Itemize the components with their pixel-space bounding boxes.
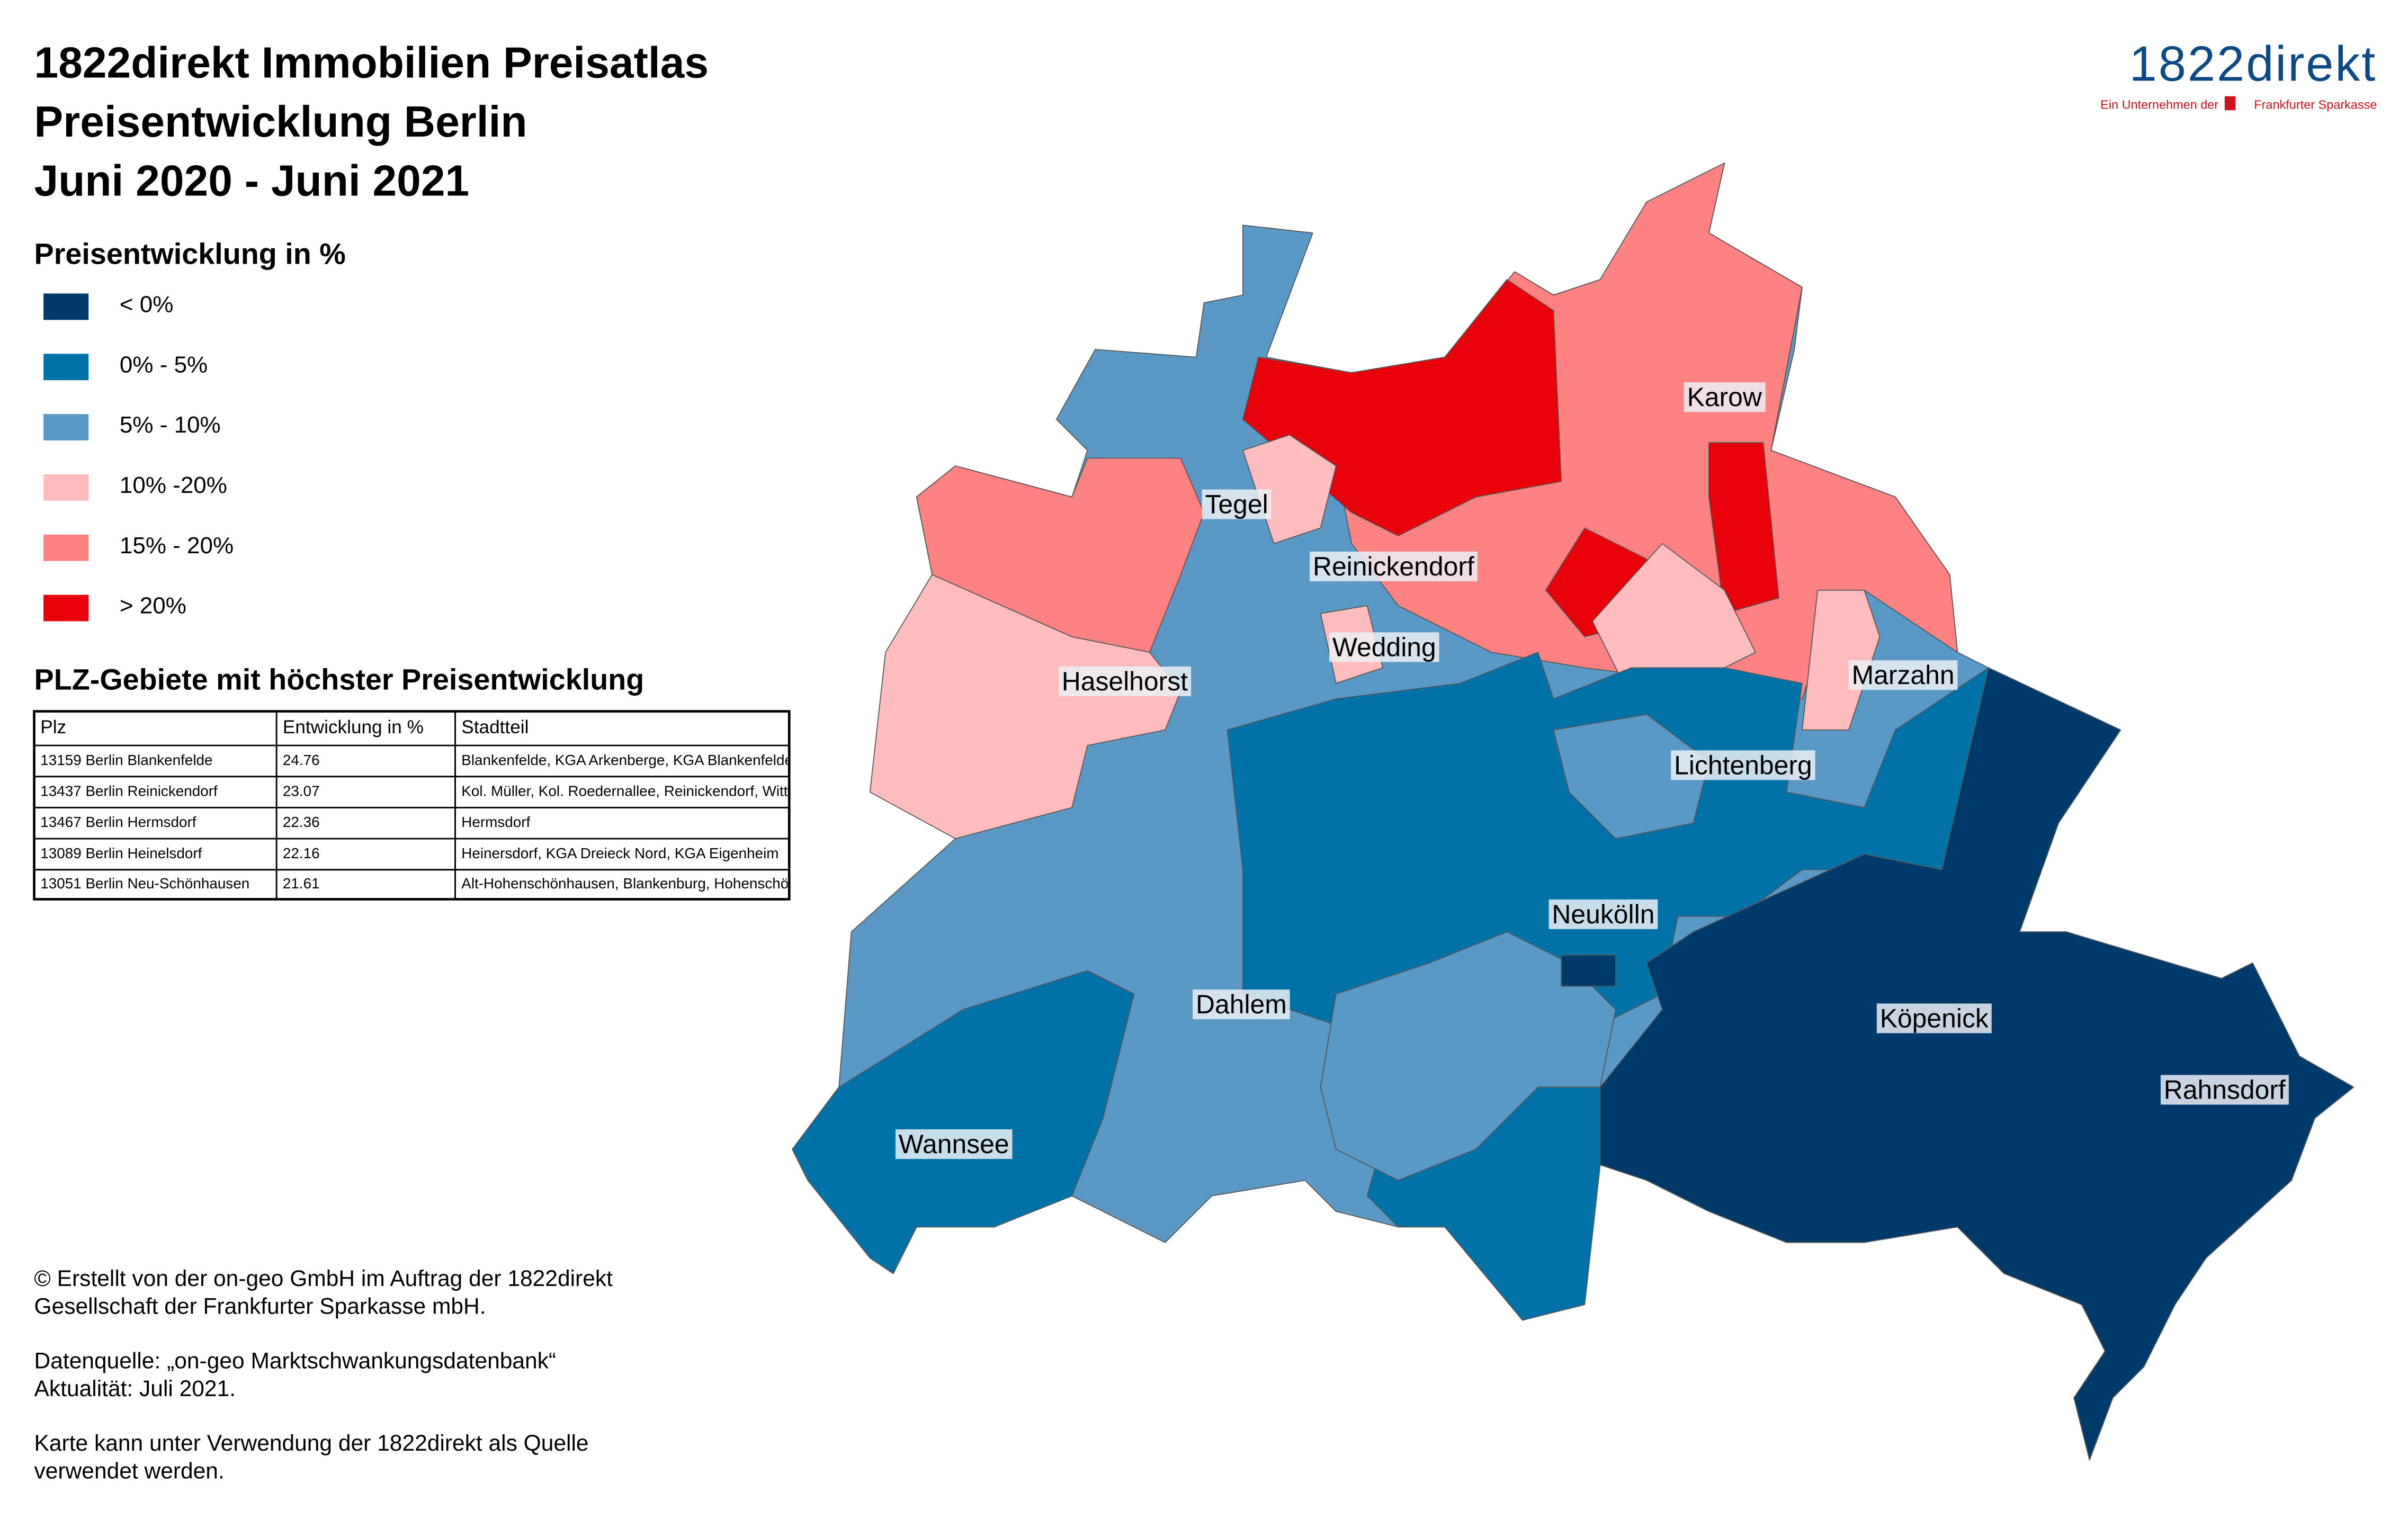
table-header: Stadtteil (461, 717, 529, 737)
table-title: PLZ-Gebiete mit höchster Preisentwicklun… (34, 663, 644, 696)
table-cell: Blankenfelde, KGA Arkenberge, KGA Blanke… (461, 752, 793, 768)
legend-label: > 20% (120, 593, 186, 619)
district-label-bg (1876, 1003, 1992, 1033)
table-cell: 23.07 (283, 783, 320, 799)
legend-swatch (43, 534, 89, 561)
district-label: Marzahn (1852, 660, 1955, 690)
district-label: Haselhorst (1062, 667, 1188, 696)
table-cell: Hermsdorf (461, 814, 530, 830)
district-label-bg (1058, 666, 1192, 696)
district-label-bg (895, 1129, 1013, 1159)
legend-swatch (43, 354, 89, 381)
district-label: Rahnsdorf (2164, 1075, 2286, 1104)
title-line: Preisentwicklung Berlin (34, 98, 527, 146)
legend-title: Preisentwicklung in % (34, 238, 346, 271)
district-region (1553, 714, 1709, 839)
district-label-bg (2160, 1075, 2289, 1105)
district-label-bg (1310, 551, 1478, 581)
title-line: 1822direkt Immobilien Preisatlas (34, 39, 709, 87)
district-region (792, 970, 1135, 1274)
district-region (869, 574, 1181, 839)
district-region (1561, 955, 1616, 987)
footer-line: Gesellschaft der Frankfurter Sparkasse m… (34, 1294, 486, 1319)
berlin-map (792, 163, 2355, 1461)
district-label: Lichtenberg (1674, 750, 1812, 780)
district-region (1599, 667, 2355, 1461)
title-line: Juni 2020 - Juni 2021 (34, 157, 470, 205)
legend-swatch (43, 414, 89, 440)
table-cell: Heinersdorf, KGA Dreieck Nord, KGA Eigen… (461, 845, 778, 861)
table-header: Plz (40, 717, 66, 737)
district-label-bg (1329, 632, 1439, 662)
district-label: Neukölln (1552, 900, 1654, 929)
logo-symbol (2224, 96, 2236, 111)
logo-brand: 1822direkt (2129, 36, 2377, 92)
district-region (1708, 442, 1779, 614)
table-cell: 13437 Berlin Reinickendorf (40, 783, 218, 799)
footer-line: © Erstellt von der on-geo GmbH im Auftra… (34, 1266, 613, 1291)
district-label-bg (1671, 750, 1815, 780)
legend-swatch (43, 474, 89, 501)
footer-line: verwendet werden. (34, 1459, 225, 1484)
table-cell: 13089 Berlin Heinelsdorf (40, 845, 202, 861)
table-cell: 13467 Berlin Hermsdorf (40, 814, 196, 830)
district-label: Dahlem (1196, 990, 1287, 1019)
table-cell: 21.61 (283, 875, 320, 892)
footer-line: Karte kann unter Verwendung der 1822dire… (34, 1431, 589, 1456)
table-cell: 13159 Berlin Blankenfelde (40, 752, 212, 768)
table-frame (33, 710, 791, 901)
table-cell: 22.36 (283, 814, 320, 830)
district-label: Reinickendorf (1313, 552, 1474, 581)
district-label: Karow (1687, 382, 1762, 412)
legend-swatch (43, 595, 89, 622)
footer-line: Aktualität: Juli 2021. (34, 1376, 236, 1401)
sheet-text: 1822direkt Immobilien Preisatlas Preisent… (33, 36, 2377, 1484)
table-cell: 13051 Berlin Neu-Schönhausen (40, 875, 249, 892)
table-header: Entwicklung in % (283, 717, 424, 737)
table-cell: Kol. Müller, Kol. Roedernallee, Reinicke… (461, 783, 820, 799)
table-cell: 22.16 (283, 845, 320, 861)
district-label: Köpenick (1880, 1003, 1989, 1033)
district-label-bg (1684, 382, 1766, 412)
legend-label: 0% - 5% (120, 352, 208, 377)
district-label-bg (1202, 489, 1272, 519)
legend-label: 10% -20% (120, 472, 227, 498)
table-cell: 24.76 (283, 752, 320, 768)
district-label-bg (1848, 660, 1958, 690)
district-region (1320, 931, 1616, 1181)
logo-parent: Frankfurter Sparkasse (2254, 97, 2377, 111)
district-label-bg (1548, 899, 1658, 929)
district-label: Wannsee (899, 1129, 1009, 1159)
district-label-bg (1193, 990, 1290, 1020)
legend-label: 15% - 20% (120, 533, 234, 559)
logo-tagline: Ein Unternehmen der (2100, 97, 2218, 111)
district-label: Wedding (1332, 632, 1436, 662)
table-cell: Alt-Hohenschönhausen, Blankenburg, Hohen… (461, 875, 845, 892)
district-labels: Karow Tegel Reinickendorf Wedding Haselhorst… (895, 382, 2289, 1159)
footer-line: Datenquelle: „on-geo Marktschwankungsdat… (34, 1348, 557, 1373)
district-label: Tegel (1205, 489, 1268, 519)
legend-label: < 0% (120, 292, 174, 318)
legend-label: 5% - 10% (120, 412, 221, 438)
legend-swatch (43, 293, 89, 320)
